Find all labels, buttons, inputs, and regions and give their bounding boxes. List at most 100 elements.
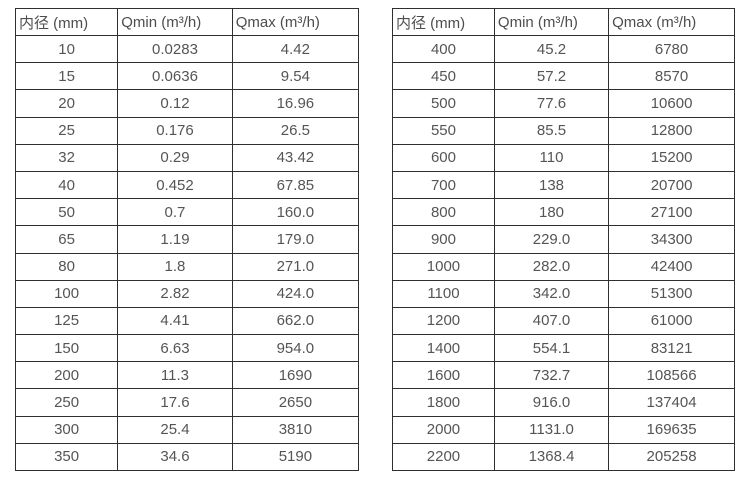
table-row: 2200 1368.4 205258	[392, 442, 735, 472]
table-cell: 2000	[392, 415, 495, 444]
table-row: 125 4.41 662.0	[14, 306, 360, 336]
header-row: 内径 (mm) Qmin (m³/h) Qmax (m³/h)	[392, 8, 735, 36]
table-cell: 4.42	[231, 34, 360, 64]
column-header: Qmax (m³/h)	[608, 8, 735, 36]
table-cell: 15200	[608, 143, 735, 172]
table-cell: 160.0	[231, 198, 360, 227]
table-cell: 1800	[392, 388, 495, 417]
table-cell: 342.0	[493, 279, 610, 308]
table-cell: 1200	[392, 306, 495, 336]
table-cell: 662.0	[231, 306, 360, 336]
table-row: 15 0.0636 9.54	[14, 62, 360, 91]
table-cell: 6780	[608, 34, 735, 64]
table-cell: 26.5	[231, 116, 360, 145]
table-row: 32 0.29 43.42	[14, 143, 360, 172]
table-cell: 229.0	[493, 225, 610, 254]
table-cell: 400	[392, 34, 495, 64]
table-cell: 179.0	[231, 225, 360, 254]
table-cell: 169635	[608, 415, 735, 444]
table-row: 1600 732.7 108566	[392, 361, 735, 390]
table-cell: 45.2	[493, 34, 610, 64]
table-cell: 51300	[608, 279, 735, 308]
table-cell: 17.6	[117, 388, 233, 417]
table-cell: 20700	[608, 170, 735, 200]
table-cell: 700	[392, 170, 495, 200]
table-cell: 34300	[608, 225, 735, 254]
table-cell: 1.8	[117, 252, 233, 281]
table-cell: 138	[493, 170, 610, 200]
table-cell: 350	[14, 442, 119, 472]
table-cell: 108566	[608, 361, 735, 390]
table-cell: 85.5	[493, 116, 610, 145]
table-cell: 25.4	[117, 415, 233, 444]
table-cell: 65	[14, 225, 119, 254]
table-row: 900 229.0 34300	[392, 225, 735, 254]
table-row: 80 1.8 271.0	[14, 252, 360, 281]
table-cell: 0.176	[117, 116, 233, 145]
table-cell: 9.54	[231, 62, 360, 91]
table-cell: 40	[14, 170, 119, 200]
table-cell: 61000	[608, 306, 735, 336]
table-row: 2000 1131.0 169635	[392, 415, 735, 444]
table-cell: 1000	[392, 252, 495, 281]
table-cell: 2650	[231, 388, 360, 417]
table-cell: 205258	[608, 442, 735, 472]
table-cell: 916.0	[493, 388, 610, 417]
table-cell: 450	[392, 62, 495, 91]
column-header: Qmin (m³/h)	[117, 8, 233, 36]
column-header: Qmin (m³/h)	[493, 8, 610, 36]
table-cell: 110	[493, 143, 610, 172]
table-cell: 0.7	[117, 198, 233, 227]
table-row: 50 0.7 160.0	[14, 198, 360, 227]
table-cell: 50	[14, 198, 119, 227]
table-cell: 300	[14, 415, 119, 444]
table-row: 150 6.63 954.0	[14, 334, 360, 363]
table-cell: 0.29	[117, 143, 233, 172]
table-cell: 32	[14, 143, 119, 172]
table-cell: 900	[392, 225, 495, 254]
table-cell: 77.6	[493, 89, 610, 118]
table-cell: 0.0283	[117, 34, 233, 64]
table-row: 300 25.4 3810	[14, 415, 360, 444]
table-cell: 1600	[392, 361, 495, 390]
table-cell: 25	[14, 116, 119, 145]
table-cell: 15	[14, 62, 119, 91]
table-cell: 12800	[608, 116, 735, 145]
table-row: 500 77.6 10600	[392, 89, 735, 118]
table-cell: 20	[14, 89, 119, 118]
table-cell: 500	[392, 89, 495, 118]
table-cell: 0.0636	[117, 62, 233, 91]
table-cell: 3810	[231, 415, 360, 444]
table-row: 600 110 15200	[392, 143, 735, 172]
table-row: 40 0.452 67.85	[14, 170, 360, 200]
table-cell: 1100	[392, 279, 495, 308]
table-cell: 0.452	[117, 170, 233, 200]
table-cell: 8570	[608, 62, 735, 91]
table-row: 200 11.3 1690	[14, 361, 360, 390]
table-cell: 34.6	[117, 442, 233, 472]
table-cell: 5190	[231, 442, 360, 472]
table-cell: 600	[392, 143, 495, 172]
table-row: 1200 407.0 61000	[392, 306, 735, 336]
table-cell: 1.19	[117, 225, 233, 254]
table-row: 10 0.0283 4.42	[14, 34, 360, 64]
table-cell: 10	[14, 34, 119, 64]
table-row: 1100 342.0 51300	[392, 279, 735, 308]
column-header: Qmax (m³/h)	[231, 8, 360, 36]
flow-table-large-diameters: 内径 (mm) Qmin (m³/h) Qmax (m³/h) 400 45.2 6780…	[392, 8, 735, 472]
table-cell: 150	[14, 334, 119, 363]
table-row: 250 17.6 2650	[14, 388, 360, 417]
table-cell: 200	[14, 361, 119, 390]
column-header: 内径 (mm)	[14, 8, 119, 36]
table-row: 100 2.82 424.0	[14, 279, 360, 308]
table-cell: 0.12	[117, 89, 233, 118]
table-cell: 954.0	[231, 334, 360, 363]
table-row: 550 85.5 12800	[392, 116, 735, 145]
table-row: 1800 916.0 137404	[392, 388, 735, 417]
table-cell: 42400	[608, 252, 735, 281]
table-cell: 4.41	[117, 306, 233, 336]
table-cell: 6.63	[117, 334, 233, 363]
table-cell: 800	[392, 198, 495, 227]
table-cell: 83121	[608, 334, 735, 363]
